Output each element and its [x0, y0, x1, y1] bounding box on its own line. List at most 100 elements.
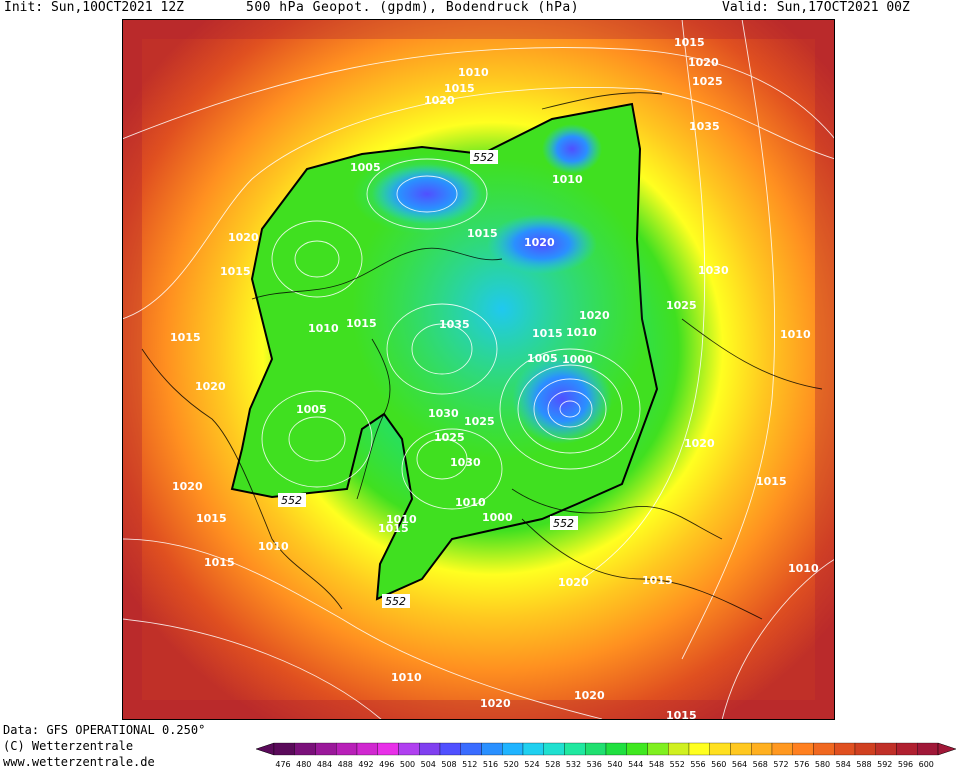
- isobar-label: 1010: [386, 513, 417, 526]
- isobar-label: 1020: [228, 231, 259, 244]
- isobar-label: 1010: [780, 328, 811, 341]
- isobar-label: 1005: [350, 161, 381, 174]
- colorbar-cell: [356, 742, 378, 756]
- colorbar-tick-label: 584: [836, 760, 851, 769]
- isobar-label: 1005: [296, 403, 327, 416]
- colorbar-cell: [751, 742, 773, 756]
- data-source: Data: GFS OPERATIONAL 0.250°: [3, 723, 206, 737]
- colorbar-cell: [854, 742, 876, 756]
- colorbar-tick-label: 496: [379, 760, 394, 769]
- colorbar-cell: [605, 742, 627, 756]
- colorbar-cell: [336, 742, 358, 756]
- colorbar-tick-label: 568: [753, 760, 768, 769]
- colorbar-tick-label: 480: [296, 760, 311, 769]
- colorbar-cell: [792, 742, 814, 756]
- isobar-label: 1015: [532, 327, 563, 340]
- isobar-label: 1025: [434, 431, 465, 444]
- chart-title: 500 hPa Geopot. (gpdm), Bodendruck (hPa): [246, 0, 580, 15]
- isobar-label: 1000: [482, 511, 513, 524]
- init-time: Init: Sun,10OCT2021 12Z: [4, 0, 185, 15]
- isobar-label: 1015: [196, 512, 227, 525]
- colorbar-cell: [647, 742, 669, 756]
- colorbar-cell: [273, 742, 295, 756]
- isobar-label: 1020: [684, 437, 715, 450]
- colorbar-cell: [502, 742, 524, 756]
- contour-label-552: 552: [553, 517, 574, 530]
- colorbar-cell: [875, 742, 897, 756]
- isobar-label: 1020: [195, 380, 226, 393]
- isobar-label: 1015: [467, 227, 498, 240]
- contour-label-552: 552: [385, 595, 406, 608]
- colorbar-tick-label: 544: [628, 760, 643, 769]
- colorbar-tick-label: 548: [649, 760, 664, 769]
- colorbar-tick-label: 528: [545, 760, 560, 769]
- colorbar-cell: [439, 742, 461, 756]
- isobar-label: 1025: [666, 299, 697, 312]
- colorbar-cell: [481, 742, 503, 756]
- colorbar-cell: [564, 742, 586, 756]
- isobar-label: 1015: [220, 265, 251, 278]
- colorbar-tick-label: 580: [815, 760, 830, 769]
- colorbar-tick-label: 508: [441, 760, 456, 769]
- colorbar-cell: [771, 742, 793, 756]
- colorbar-cell: [377, 742, 399, 756]
- isobar-label: 1015: [756, 475, 787, 488]
- isobar-label: 1015: [204, 556, 235, 569]
- isobar-label: 1015: [666, 709, 697, 720]
- colorbar-cell: [585, 742, 607, 756]
- weather-map: 552 552 552 552 1015 1020 1025 1035 1010…: [122, 19, 835, 720]
- isobar-label: 1020: [424, 94, 455, 107]
- isobar-label: 1025: [692, 75, 723, 88]
- isobar-label: 1015: [674, 36, 705, 49]
- contour-label-552: 552: [473, 151, 494, 164]
- isobar-label: 1010: [566, 326, 597, 339]
- vortex-scandinavia: [512, 354, 612, 444]
- colorbar-tick-label: 492: [358, 760, 373, 769]
- isobar-label: 1015: [346, 317, 377, 330]
- isobar-labels: 1015 1020 1025 1035 1010 1015 1020 1005 …: [170, 36, 819, 720]
- isobar-label: 1010: [458, 66, 489, 79]
- isobar-label: 1030: [450, 456, 481, 469]
- isobar-label: 1020: [574, 689, 605, 702]
- colorbar-cell: [917, 742, 939, 756]
- isobar-label: 1020: [172, 480, 203, 493]
- isobar-lines: [122, 19, 835, 720]
- colorbar-tick-label: 576: [794, 760, 809, 769]
- isobar-label: 1015: [642, 574, 673, 587]
- colorbar-cell: [419, 742, 441, 756]
- colorbar-cell: [315, 742, 337, 756]
- vortex-canada: [372, 164, 482, 224]
- colorbar-cell: [522, 742, 544, 756]
- isobar-label: 1010: [788, 562, 819, 575]
- colorbar-tick-label: 600: [919, 760, 934, 769]
- isobar-label: 1010: [455, 496, 486, 509]
- colorbar-tick-label: 572: [773, 760, 788, 769]
- isobar-label: 1030: [698, 264, 729, 277]
- isobar-label: 1030: [428, 407, 459, 420]
- colorbar-tick-label: 520: [504, 760, 519, 769]
- colorbar-cell: [543, 742, 565, 756]
- isobar-label: 1010: [308, 322, 339, 335]
- isobar-label: 1020: [558, 576, 589, 589]
- colorbar-tick-label: 488: [338, 760, 353, 769]
- colorbar-tick-label: 524: [524, 760, 539, 769]
- valid-time: Valid: Sun,17OCT2021 00Z: [722, 0, 910, 15]
- colorbar-tick-label: 540: [607, 760, 622, 769]
- colorbar-tick-label: 588: [856, 760, 871, 769]
- isobar-label: 1005: [527, 352, 558, 365]
- coastlines: [141, 92, 823, 620]
- colorbar-tick-label: 500: [400, 760, 415, 769]
- isobar-label: 1020: [579, 309, 610, 322]
- isobar-label: 1020: [688, 56, 719, 69]
- colorbar-cell: [834, 742, 856, 756]
- colorbar-cell: [460, 742, 482, 756]
- colorbar-tick-label: 552: [670, 760, 685, 769]
- isobar-label: 1020: [480, 697, 511, 710]
- isobar-label: 1025: [464, 415, 495, 428]
- colorbar-tick-label: 516: [483, 760, 498, 769]
- colorbar-tick-label: 560: [711, 760, 726, 769]
- isobar-label: 1035: [439, 318, 470, 331]
- colorbar-cell: [709, 742, 731, 756]
- contour-label-552: 552: [281, 494, 302, 507]
- colorbar-tick-label: 564: [732, 760, 747, 769]
